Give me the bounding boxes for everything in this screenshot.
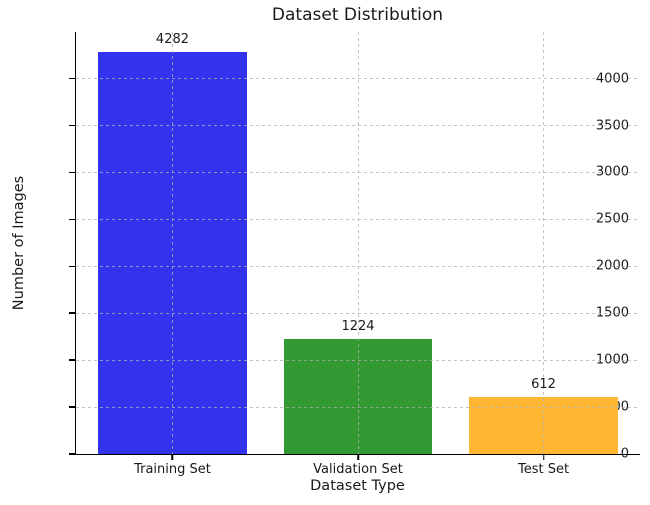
chart-title: Dataset Distribution [271, 5, 444, 25]
x-gridline [171, 32, 173, 454]
y-tick-mark [68, 77, 75, 80]
bar-value-label: 1224 [341, 319, 375, 335]
x-tick-mark [357, 454, 359, 460]
x-tick-mark [171, 454, 174, 460]
y-tick-mark [68, 453, 75, 455]
x-tick-mark [542, 454, 545, 460]
y-tick-mark [68, 265, 75, 268]
x-tick-label-test-set: Test Set [517, 462, 570, 477]
y-axis-label-text: Number of Images [11, 175, 27, 311]
y-tick-mark [68, 312, 75, 314]
x-gridline [543, 32, 545, 454]
y-axis-label: Number of Images [11, 176, 27, 310]
plot-area: 050010001500200025003000350040004282Trai… [68, 32, 640, 477]
bar-value-label: 4282 [155, 32, 190, 48]
y-tick-mark [68, 359, 75, 361]
x-tick-label-training-set: Training Set [134, 462, 211, 477]
y-tick-mark [68, 218, 75, 221]
bar-value-label: 612 [531, 376, 556, 392]
y-tick-mark [68, 171, 75, 174]
y-tick-mark [68, 124, 75, 127]
x-gridline [357, 32, 359, 454]
x-tick-label-validation-set: Validation Set [313, 462, 403, 477]
y-tick-mark [68, 406, 75, 408]
x-axis-label: Dataset Type [310, 478, 405, 494]
y-tick-label: 0 [620, 446, 629, 462]
